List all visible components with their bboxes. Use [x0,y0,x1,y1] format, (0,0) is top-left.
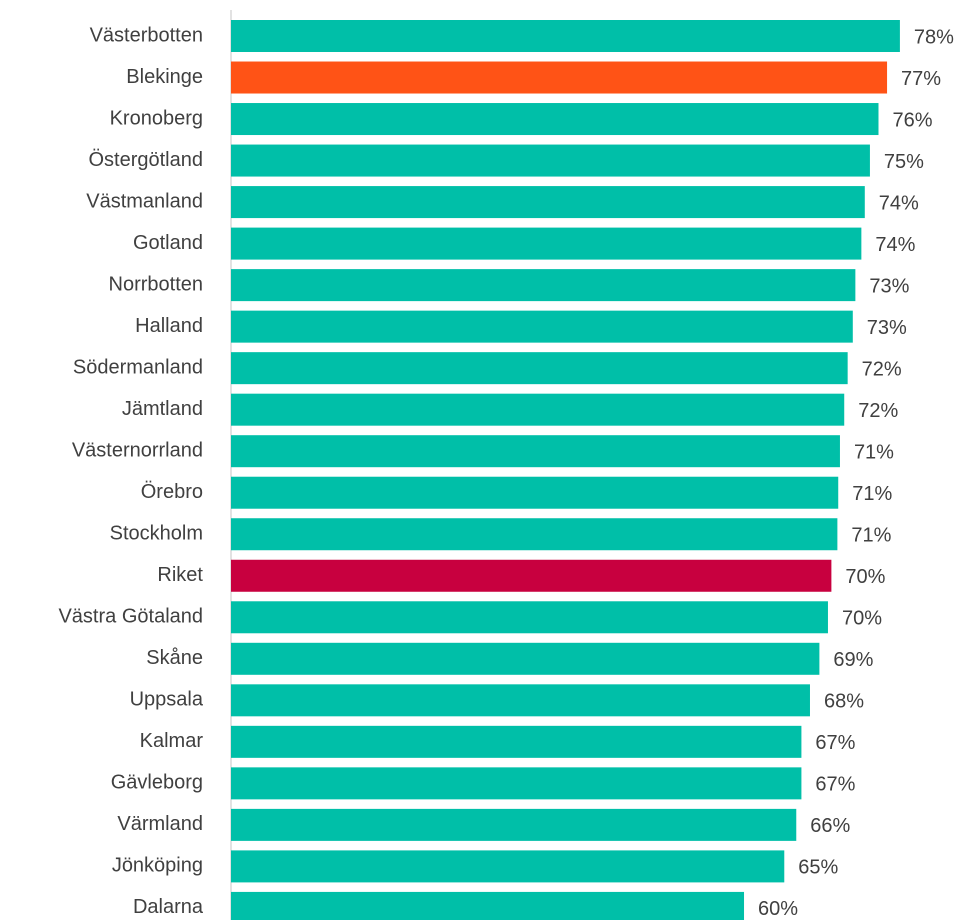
category-label: Västra Götaland [58,606,203,628]
bar [231,269,856,302]
value-label: 73% [867,317,907,339]
category-label: Östergötland [88,149,203,171]
category-label: Västernorrland [72,439,203,461]
value-label: 72% [862,358,902,380]
bar [231,767,802,800]
bar [231,103,879,136]
category-label: Dalarna [133,896,204,918]
category-label: Kronoberg [110,107,203,129]
category-label: Gävleborg [111,772,203,794]
bar [231,559,832,592]
bar [231,186,865,219]
bar [231,61,888,94]
bar [231,725,802,758]
bar [231,227,862,260]
category-label: Jönköping [112,855,203,877]
bar [231,393,845,426]
bar [231,435,840,468]
value-label: 70% [842,608,882,630]
category-label: Jämtland [122,398,203,420]
bar [231,476,839,509]
category-label: Västmanland [86,190,203,212]
category-label: Riket [157,564,203,586]
value-label: 71% [852,483,892,505]
category-label: Västerbotten [90,24,203,46]
category-label: Halland [135,315,203,337]
bar [231,808,797,841]
category-label: Blekinge [126,66,203,88]
value-label: 65% [798,857,838,879]
bar [231,891,745,920]
value-label: 71% [851,525,891,547]
category-label: Stockholm [110,523,203,545]
value-label: 69% [833,649,873,671]
bar [231,518,838,551]
category-label: Värmland [117,813,203,835]
value-label: 72% [858,400,898,422]
value-label: 76% [892,109,932,131]
category-label: Örebro [141,481,203,503]
value-label: 74% [875,234,915,256]
value-label: 67% [815,732,855,754]
bar [231,601,828,634]
category-label: Skåne [146,647,203,669]
bar [231,20,900,52]
bar [231,850,785,883]
bar [231,310,853,343]
bar [231,144,870,177]
category-label: Uppsala [130,689,204,711]
value-label: 68% [824,691,864,713]
category-label: Södermanland [73,356,203,378]
category-label: Norrbotten [109,273,204,295]
category-label: Gotland [133,232,203,254]
value-label: 66% [810,815,850,837]
value-label: 77% [901,68,941,90]
value-label: 74% [879,192,919,214]
value-label: 71% [854,441,894,463]
bar [231,642,820,675]
value-label: 70% [845,566,885,588]
value-label: 78% [914,26,954,48]
category-label: Kalmar [140,730,204,752]
value-label: 75% [884,151,924,173]
bar [231,352,848,385]
value-label: 67% [815,774,855,796]
value-label: 60% [758,898,798,920]
value-label: 73% [869,275,909,297]
bar [231,684,810,717]
